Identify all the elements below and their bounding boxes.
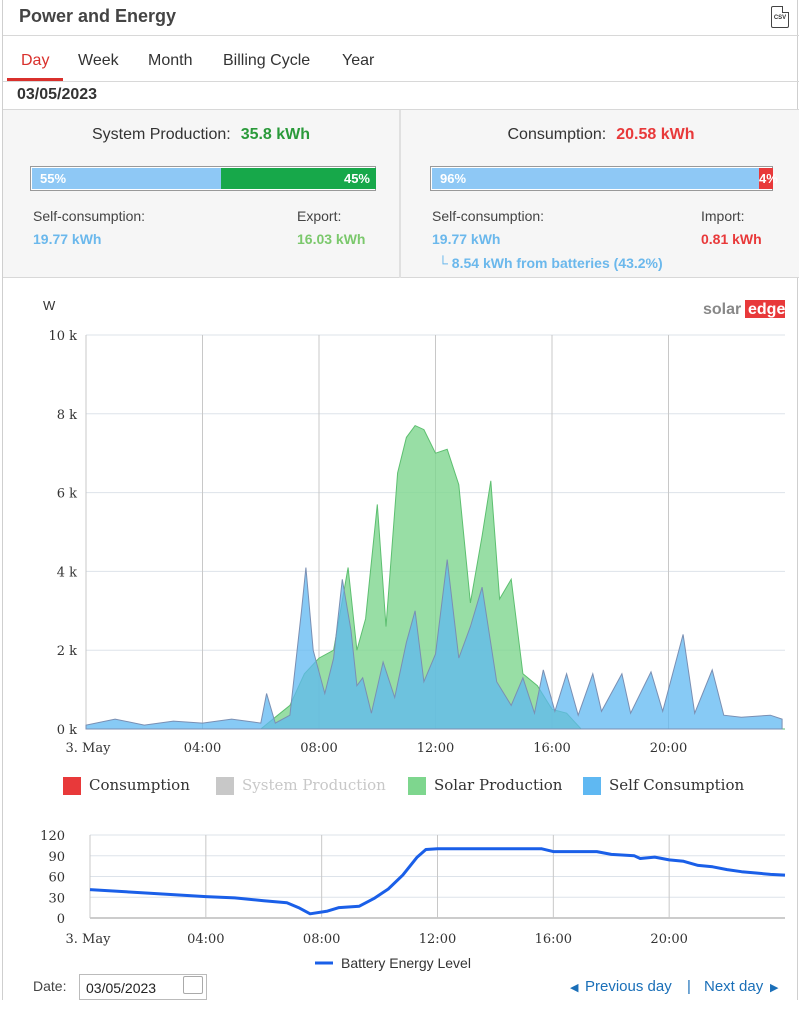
previous-arrow-icon[interactable]: ◀ xyxy=(570,982,579,994)
y-tick-label: 2 k xyxy=(57,644,77,659)
y-tick-label: 4 k xyxy=(57,565,77,580)
svg-text:solar: solar xyxy=(703,301,741,318)
energy-summary: System Production: 35.8 kWh 55% 45% Self-… xyxy=(3,110,799,278)
legend-system-production[interactable]: System Production xyxy=(242,776,386,794)
consumption-heading: Consumption: 20.58 kWh xyxy=(403,126,799,144)
tab-week[interactable]: Week xyxy=(78,52,119,69)
y-tick-label: 6 k xyxy=(57,487,77,502)
import-label: Import: xyxy=(701,208,745,224)
charts-container: W solar edge 0 k 2 k 4 k 6 k 8 k 10 k 3. May 04… xyxy=(3,278,799,1000)
legend-self-consumption[interactable]: Self Consumption xyxy=(609,776,745,794)
bat-x-tick-label: 12:00 xyxy=(419,932,456,947)
y-axis-unit-label: W xyxy=(43,298,56,313)
consumption-import-segment: 4% xyxy=(759,168,778,189)
legend-consumption[interactable]: Consumption xyxy=(89,776,190,794)
csv-download-icon[interactable]: CSV xyxy=(771,6,789,28)
bat-x-tick-label: 08:00 xyxy=(303,932,340,947)
production-self-pct: 55% xyxy=(40,171,67,186)
tab-year[interactable]: Year xyxy=(342,52,375,69)
battery-legend-label[interactable]: Battery Energy Level xyxy=(341,955,471,971)
production-panel: System Production: 35.8 kWh 55% 45% Self-… xyxy=(3,110,401,278)
bat-y-tick-label: 0 xyxy=(57,912,65,927)
production-self-segment: 55% xyxy=(32,168,221,189)
production-export-pct: 45% xyxy=(343,171,370,186)
x-tick-label: 08:00 xyxy=(300,741,337,756)
x-tick-label: 12:00 xyxy=(417,741,454,756)
legend-consumption-swatch[interactable] xyxy=(63,777,81,795)
tab-day[interactable]: Day xyxy=(21,52,50,69)
nav-separator: | xyxy=(687,978,691,995)
y-tick-label: 10 k xyxy=(48,329,77,344)
next-day-link[interactable]: Next day xyxy=(704,978,764,995)
tab-billing-cycle[interactable]: Billing Cycle xyxy=(223,52,311,69)
export-label: Export: xyxy=(297,208,342,224)
selected-date-row: 03/05/2023 xyxy=(3,82,799,110)
period-tabs: Day Week Month Billing Cycle Year xyxy=(3,36,799,82)
legend-solar-production[interactable]: Solar Production xyxy=(434,776,563,794)
solaredge-logo: solar edge xyxy=(703,300,785,318)
bat-x-tick-label: 16:00 xyxy=(535,932,572,947)
x-tick-label: 20:00 xyxy=(650,741,687,756)
widget-title: Power and Energy xyxy=(19,6,177,26)
bat-x-tick-label: 3. May xyxy=(66,932,112,947)
consumption-self-segment: 96% xyxy=(432,168,759,189)
legend-system-production-swatch[interactable] xyxy=(216,777,234,795)
bat-y-tick-label: 30 xyxy=(48,891,65,906)
battery-level-line[interactable] xyxy=(89,847,786,916)
date-navigation: Date: 03/05/2023 ◀ Previous day | Next d… xyxy=(3,968,799,1000)
consumption-self-pct: 96% xyxy=(440,171,467,186)
consumption-self-value: 19.77 kWh xyxy=(432,231,501,247)
import-value: 0.81 kWh xyxy=(701,231,762,247)
consumption-split-bar: 96% 4% xyxy=(430,166,778,191)
self-consumption-area[interactable] xyxy=(85,559,783,730)
x-tick-label: 04:00 xyxy=(184,741,221,756)
bat-x-tick-label: 20:00 xyxy=(650,932,687,947)
active-tab-indicator xyxy=(7,78,63,81)
production-self-label: Self-consumption: xyxy=(33,208,146,224)
consumption-self-label: Self-consumption: xyxy=(432,208,545,224)
solar-production-area[interactable] xyxy=(86,424,785,730)
y-tick-label: 8 k xyxy=(57,408,77,423)
previous-day-link[interactable]: Previous day xyxy=(585,978,672,995)
selected-date: 03/05/2023 xyxy=(17,86,98,103)
consumption-panel: Consumption: 20.58 kWh 96% 4% Self-consum… xyxy=(403,110,799,278)
legend-solar-production-swatch[interactable] xyxy=(408,777,426,795)
bat-y-tick-label: 120 xyxy=(40,829,65,844)
production-split-bar: 55% 45% xyxy=(30,166,376,191)
calendar-icon[interactable] xyxy=(183,976,203,994)
bat-x-tick-label: 04:00 xyxy=(187,932,224,947)
export-value: 16.03 kWh xyxy=(297,231,366,247)
next-arrow-icon[interactable]: ▶ xyxy=(770,982,779,994)
production-value: 35.8 kWh xyxy=(240,126,311,143)
date-field-label: Date: xyxy=(33,978,67,994)
bat-y-tick-label: 90 xyxy=(48,850,65,865)
legend-self-consumption-swatch[interactable] xyxy=(583,777,601,795)
power-area-chart[interactable]: W solar edge 0 k 2 k 4 k 6 k 8 k 10 k 3. May 04… xyxy=(3,278,799,758)
x-tick-label: 16:00 xyxy=(533,741,570,756)
svg-text:edge: edge xyxy=(748,301,785,318)
y-tick-label: 0 k xyxy=(57,723,77,738)
production-heading: System Production: 35.8 kWh xyxy=(3,126,399,144)
tab-month[interactable]: Month xyxy=(148,52,193,69)
widget-header: Power and Energy CSV xyxy=(3,0,799,36)
consumption-import-pct: 4% xyxy=(759,171,778,186)
production-export-segment: 45% xyxy=(221,168,376,189)
consumption-label: Consumption: xyxy=(507,126,607,143)
production-label: System Production: xyxy=(91,126,231,143)
bat-y-tick-label: 60 xyxy=(48,871,65,886)
power-energy-widget: Power and Energy CSV Day Week Month Bill… xyxy=(2,0,799,1000)
x-tick-label: 3. May xyxy=(66,741,112,756)
battery-line-chart[interactable]: 0 30 60 90 120 3. May 04:00 08:00 12:00 16:00 20:0… xyxy=(3,823,799,1023)
consumption-value: 20.58 kWh xyxy=(616,126,695,143)
production-self-value: 19.77 kWh xyxy=(33,231,102,247)
battery-contribution-note: └ 8.54 kWh from batteries (43.2%) xyxy=(438,255,663,271)
